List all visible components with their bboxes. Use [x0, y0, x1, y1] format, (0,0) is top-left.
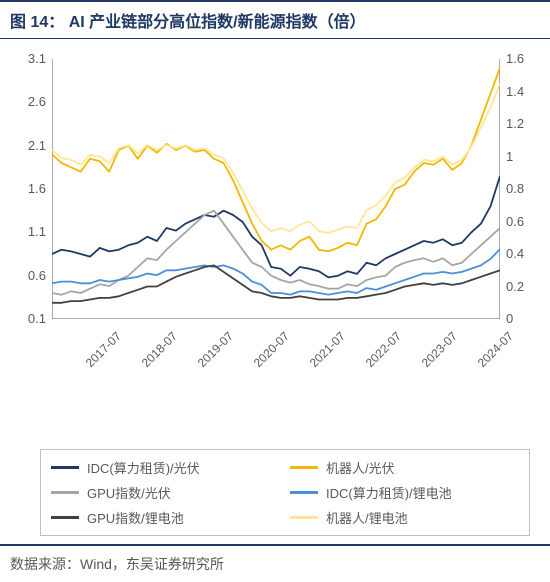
legend-label: GPU指数/光伏 [87, 483, 171, 502]
title-bar: 图 14： AI 产业链部分高位指数/新能源指数（倍） [0, 0, 550, 39]
legend-label: IDC(算力租赁)/锂电池 [326, 483, 452, 502]
legend-swatch [290, 516, 318, 519]
legend-swatch [51, 466, 79, 469]
series-line [52, 68, 500, 252]
x-tick: 2020-07 [251, 329, 292, 370]
legend-item: 机器人/锂电池 [290, 508, 519, 527]
y-left-tick: 3.1 [16, 51, 46, 66]
x-tick: 2021-07 [307, 329, 348, 370]
series-line [52, 211, 500, 295]
legend-item: GPU指数/光伏 [51, 483, 280, 502]
legend: IDC(算力租赁)/光伏 机器人/光伏 GPU指数/光伏 IDC(算力租赁)/锂电池 G… [40, 449, 530, 536]
y-right-tick: 1.2 [506, 116, 536, 131]
legend-swatch [290, 491, 318, 494]
series-line [52, 83, 500, 233]
x-tick: 2019-07 [195, 329, 236, 370]
legend-item: IDC(算力租赁)/锂电池 [290, 483, 519, 502]
legend-swatch [51, 491, 79, 494]
legend-item: GPU指数/锂电池 [51, 508, 280, 527]
y-right-tick: 0 [506, 311, 536, 326]
y-left-tick: 0.6 [16, 268, 46, 283]
y-right-tick: 1.6 [506, 51, 536, 66]
legend-label: GPU指数/锂电池 [87, 508, 184, 527]
x-tick: 2022-07 [363, 329, 404, 370]
legend-swatch [290, 466, 318, 469]
y-right-tick: 0.8 [506, 181, 536, 196]
x-tick: 2018-07 [139, 329, 180, 370]
legend-label: IDC(算力租赁)/光伏 [87, 458, 200, 477]
chart-area: 0.1 0.6 1.1 1.6 2.1 2.6 3.1 0 0.2 0.4 0.6 0.8 1 1.2 1… [10, 49, 540, 389]
y-right-tick: 0.6 [506, 214, 536, 229]
x-tick: 2023-07 [419, 329, 460, 370]
y-left-tick: 1.6 [16, 181, 46, 196]
legend-item: 机器人/光伏 [290, 458, 519, 477]
figure-title: 图 14： AI 产业链部分高位指数/新能源指数（倍） [10, 14, 366, 31]
legend-item: IDC(算力租赁)/光伏 [51, 458, 280, 477]
y-right-tick: 0.2 [506, 279, 536, 294]
x-tick: 2017-07 [83, 329, 124, 370]
legend-label: 机器人/锂电池 [326, 508, 408, 527]
series-line [52, 265, 500, 302]
series-line [52, 249, 500, 295]
legend-label: 机器人/光伏 [326, 458, 395, 477]
x-tick: 2024-07 [475, 329, 516, 370]
data-source: 数据来源：Wind，东吴证券研究所 [0, 544, 550, 582]
line-plot [52, 59, 500, 319]
y-right-tick: 1 [506, 149, 536, 164]
y-left-tick: 2.1 [16, 138, 46, 153]
y-right-tick: 1.4 [506, 84, 536, 99]
y-left-tick: 0.1 [16, 311, 46, 326]
legend-swatch [51, 516, 79, 519]
y-left-tick: 1.1 [16, 224, 46, 239]
y-left-tick: 2.6 [16, 94, 46, 109]
figure-container: 图 14： AI 产业链部分高位指数/新能源指数（倍） 0.1 0.6 1.1 1.6… [0, 0, 550, 582]
y-right-tick: 0.4 [506, 246, 536, 261]
